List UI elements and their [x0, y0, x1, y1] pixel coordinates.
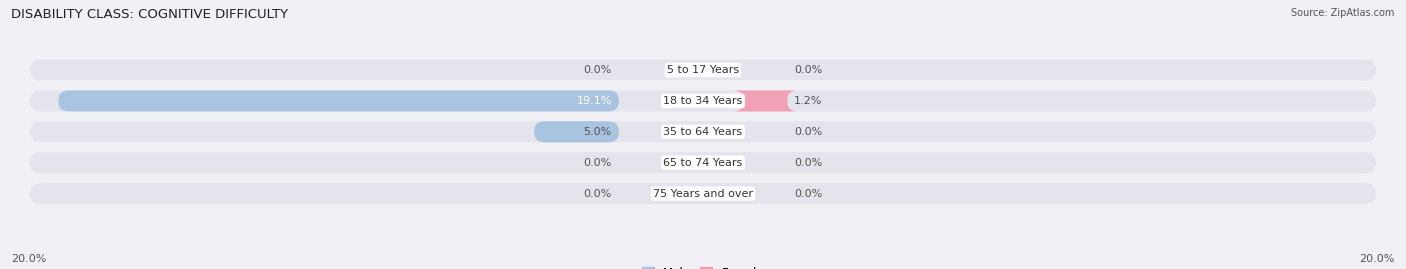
- Text: 0.0%: 0.0%: [794, 65, 823, 75]
- FancyBboxPatch shape: [534, 121, 619, 142]
- Text: 0.0%: 0.0%: [583, 189, 612, 199]
- Text: 0.0%: 0.0%: [794, 189, 823, 199]
- FancyBboxPatch shape: [30, 121, 1376, 142]
- Text: 75 Years and over: 75 Years and over: [652, 189, 754, 199]
- FancyBboxPatch shape: [30, 152, 1376, 173]
- Text: 65 to 74 Years: 65 to 74 Years: [664, 158, 742, 168]
- Text: DISABILITY CLASS: COGNITIVE DIFFICULTY: DISABILITY CLASS: COGNITIVE DIFFICULTY: [11, 8, 288, 21]
- Text: 20.0%: 20.0%: [1360, 254, 1395, 264]
- Text: 5.0%: 5.0%: [583, 127, 612, 137]
- FancyBboxPatch shape: [59, 90, 619, 111]
- FancyBboxPatch shape: [30, 183, 1376, 204]
- Text: 35 to 64 Years: 35 to 64 Years: [664, 127, 742, 137]
- Legend: Male, Female: Male, Female: [637, 262, 769, 269]
- Text: 19.1%: 19.1%: [576, 96, 612, 106]
- Text: 0.0%: 0.0%: [583, 158, 612, 168]
- Text: 0.0%: 0.0%: [583, 65, 612, 75]
- Text: Source: ZipAtlas.com: Source: ZipAtlas.com: [1291, 8, 1395, 18]
- Text: 0.0%: 0.0%: [794, 158, 823, 168]
- Text: 5 to 17 Years: 5 to 17 Years: [666, 65, 740, 75]
- Text: 0.0%: 0.0%: [794, 127, 823, 137]
- Text: 18 to 34 Years: 18 to 34 Years: [664, 96, 742, 106]
- Text: 1.2%: 1.2%: [794, 96, 823, 106]
- Text: 20.0%: 20.0%: [11, 254, 46, 264]
- FancyBboxPatch shape: [30, 59, 1376, 80]
- FancyBboxPatch shape: [30, 90, 1376, 111]
- FancyBboxPatch shape: [734, 90, 797, 111]
